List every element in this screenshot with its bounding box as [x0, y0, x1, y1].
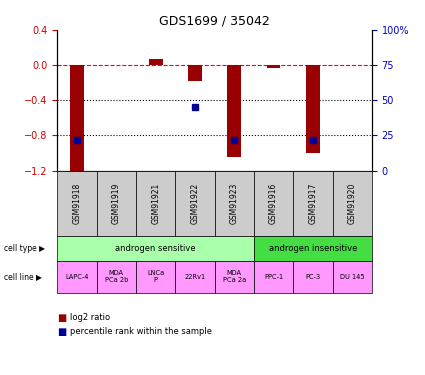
- Bar: [70, 65, 84, 172]
- Text: LNCa
P: LNCa P: [147, 270, 164, 283]
- Text: GSM91918: GSM91918: [73, 183, 82, 224]
- Text: GSM91916: GSM91916: [269, 183, 278, 224]
- Text: PC-3: PC-3: [305, 274, 320, 280]
- Bar: [188, 65, 202, 81]
- Text: cell type ▶: cell type ▶: [4, 244, 45, 253]
- Text: cell line ▶: cell line ▶: [4, 272, 42, 281]
- Text: ■: ■: [57, 327, 67, 337]
- Bar: [149, 59, 162, 65]
- Text: ■: ■: [57, 313, 67, 323]
- Bar: [306, 65, 320, 153]
- Text: DU 145: DU 145: [340, 274, 365, 280]
- Text: GSM91922: GSM91922: [190, 183, 199, 224]
- Text: percentile rank within the sample: percentile rank within the sample: [70, 327, 212, 336]
- Text: GSM91917: GSM91917: [309, 183, 317, 224]
- Text: log2 ratio: log2 ratio: [70, 314, 110, 322]
- Text: androgen insensitive: androgen insensitive: [269, 244, 357, 253]
- Text: androgen sensitive: androgen sensitive: [115, 244, 196, 253]
- Text: MDA
PCa 2a: MDA PCa 2a: [223, 270, 246, 283]
- Text: GSM91919: GSM91919: [112, 183, 121, 224]
- Text: 22Rv1: 22Rv1: [184, 274, 206, 280]
- Text: MDA
PCa 2b: MDA PCa 2b: [105, 270, 128, 283]
- Text: GSM91920: GSM91920: [348, 183, 357, 224]
- Text: LAPC-4: LAPC-4: [65, 274, 89, 280]
- Bar: [267, 65, 280, 68]
- Text: PPC-1: PPC-1: [264, 274, 283, 280]
- Bar: [227, 65, 241, 158]
- Text: GSM91923: GSM91923: [230, 183, 239, 224]
- Text: GSM91921: GSM91921: [151, 183, 160, 224]
- Title: GDS1699 / 35042: GDS1699 / 35042: [159, 15, 270, 27]
